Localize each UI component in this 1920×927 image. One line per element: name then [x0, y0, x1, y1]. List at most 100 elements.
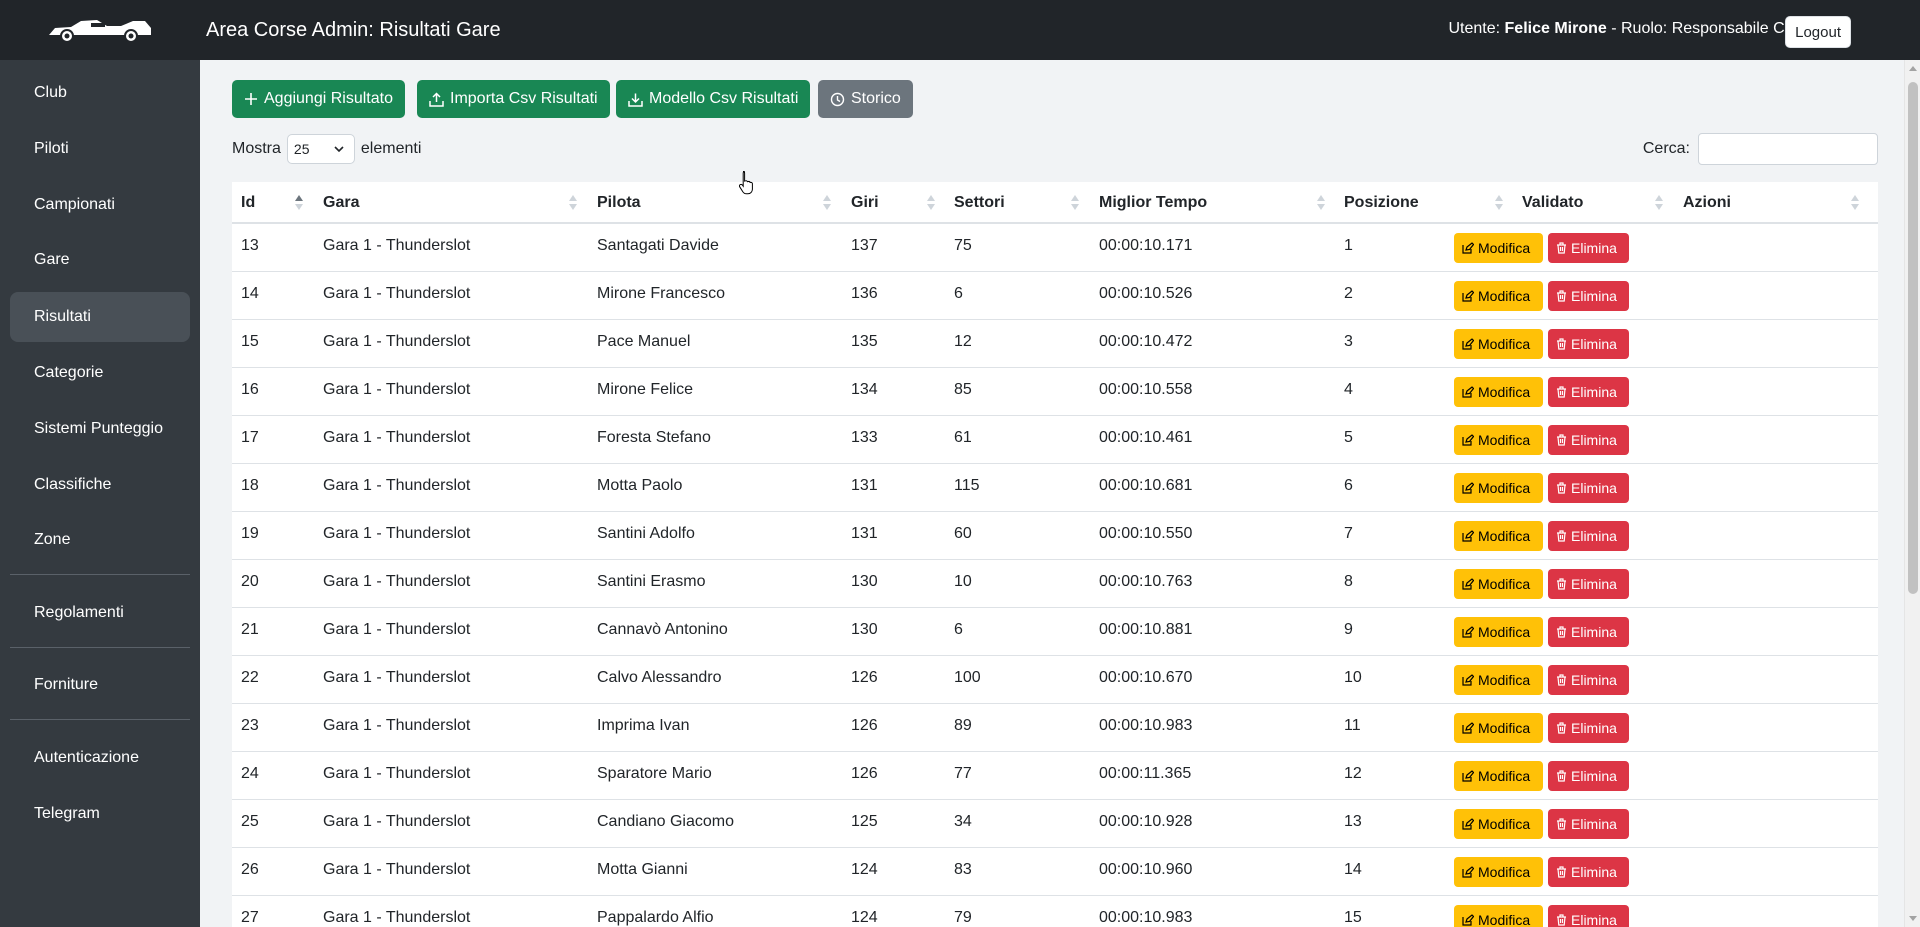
- logo[interactable]: [0, 0, 200, 60]
- edit-button[interactable]: Modifica: [1454, 233, 1543, 263]
- delete-button[interactable]: Elimina: [1548, 377, 1629, 407]
- edit-button[interactable]: Modifica: [1454, 281, 1543, 311]
- cell-miglior-tempo: 00:00:10.960: [1099, 861, 1193, 878]
- delete-button[interactable]: Elimina: [1548, 233, 1629, 263]
- delete-button[interactable]: Elimina: [1548, 329, 1629, 359]
- column-header-gara[interactable]: Gara: [323, 194, 360, 211]
- edit-button[interactable]: Modifica: [1454, 809, 1543, 839]
- cell-pilota: Santagati Davide: [597, 237, 719, 254]
- history-button[interactable]: Storico: [818, 80, 913, 118]
- cell-miglior-tempo: 00:00:10.763: [1099, 573, 1193, 590]
- column-header-miglior-tempo[interactable]: Miglior Tempo: [1099, 194, 1208, 211]
- cell-posizione: 6: [1344, 477, 1353, 494]
- cell-miglior-tempo: 00:00:10.558: [1099, 381, 1193, 398]
- trash-icon: [1557, 530, 1566, 542]
- column-header-giri[interactable]: Giri: [851, 194, 879, 211]
- delete-button[interactable]: Elimina: [1548, 473, 1629, 503]
- import-csv-button[interactable]: Importa Csv Risultati: [417, 80, 610, 118]
- cell-settori: 10: [954, 573, 972, 590]
- page-title: Area Corse Admin: Risultati Gare: [206, 18, 501, 41]
- delete-button[interactable]: Elimina: [1548, 857, 1629, 887]
- cell-pilota: Motta Gianni: [597, 861, 688, 878]
- cell-settori: 89: [954, 717, 972, 734]
- delete-label: Elimina: [1571, 336, 1617, 352]
- sidebar-item-club[interactable]: Club: [34, 84, 67, 101]
- edit-button[interactable]: Modifica: [1454, 377, 1543, 407]
- delete-button[interactable]: Elimina: [1548, 713, 1629, 743]
- sidebar-item-telegram[interactable]: Telegram: [34, 805, 100, 822]
- table-row: 20 Gara 1 - Thunderslot Santini Erasmo 130 1…: [232, 560, 1878, 608]
- edit-button[interactable]: Modifica: [1454, 473, 1543, 503]
- upload-icon: [429, 91, 444, 107]
- sidebar-item-zone[interactable]: Zone: [34, 531, 71, 548]
- delete-label: Elimina: [1571, 768, 1617, 784]
- edit-button[interactable]: Modifica: [1454, 665, 1543, 695]
- edit-button[interactable]: Modifica: [1454, 713, 1543, 743]
- delete-label: Elimina: [1571, 624, 1617, 640]
- edit-button[interactable]: Modifica: [1454, 857, 1543, 887]
- edit-label: Modifica: [1478, 576, 1531, 592]
- delete-button[interactable]: Elimina: [1548, 761, 1629, 791]
- delete-button[interactable]: Elimina: [1548, 281, 1629, 311]
- delete-button[interactable]: Elimina: [1548, 809, 1629, 839]
- scroll-thumb[interactable]: [1908, 82, 1918, 594]
- edit-button[interactable]: Modifica: [1454, 521, 1543, 551]
- sidebar-item-forniture[interactable]: Forniture: [34, 676, 99, 693]
- sidebar-item-categorie[interactable]: Categorie: [34, 364, 104, 381]
- edit-button[interactable]: Modifica: [1454, 425, 1543, 455]
- delete-button[interactable]: Elimina: [1548, 521, 1629, 551]
- page-length-value: 25: [293, 141, 310, 157]
- cell-posizione: 10: [1344, 669, 1362, 686]
- page-scrollbar[interactable]: [1904, 60, 1920, 927]
- cell-settori: 34: [954, 813, 972, 830]
- cell-giri: 126: [851, 669, 878, 686]
- sidebar-item-gare[interactable]: Gare: [34, 251, 70, 268]
- sidebar-item-classifiche[interactable]: Classifiche: [34, 476, 112, 493]
- delete-button[interactable]: Elimina: [1548, 905, 1629, 927]
- search-input[interactable]: [1698, 133, 1878, 165]
- column-header-pilota[interactable]: Pilota: [597, 194, 641, 211]
- edit-button[interactable]: Modifica: [1454, 905, 1543, 927]
- page-length-select[interactable]: 25: [286, 134, 355, 164]
- sidebar-item-sistemi-punteggio[interactable]: Sistemi Punteggio: [34, 420, 163, 437]
- column-header-azioni[interactable]: Azioni: [1683, 194, 1731, 211]
- edit-button[interactable]: Modifica: [1454, 761, 1543, 791]
- csv-template-button[interactable]: Modello Csv Risultati: [616, 80, 811, 118]
- plus-icon: [245, 93, 257, 105]
- cell-miglior-tempo: 00:00:10.983: [1099, 717, 1193, 734]
- pencil-square-icon: [1462, 866, 1474, 878]
- column-header-posizione[interactable]: Posizione: [1344, 194, 1419, 211]
- column-header-id[interactable]: Id: [241, 194, 256, 211]
- sidebar-item-campionati[interactable]: Campionati: [34, 196, 115, 213]
- cell-gara: Gara 1 - Thunderslot: [323, 765, 471, 782]
- cell-miglior-tempo: 00:00:10.550: [1099, 525, 1193, 542]
- cell-id: 17: [241, 429, 259, 446]
- delete-button[interactable]: Elimina: [1548, 617, 1629, 647]
- cell-giri: 136: [851, 285, 878, 302]
- edit-button[interactable]: Modifica: [1454, 569, 1543, 599]
- cell-gara: Gara 1 - Thunderslot: [323, 333, 471, 350]
- sidebar-item-autenticazione[interactable]: Autenticazione: [34, 749, 139, 766]
- delete-button[interactable]: Elimina: [1548, 425, 1629, 455]
- edit-label: Modifica: [1478, 864, 1531, 880]
- scroll-up-icon[interactable]: [1909, 66, 1917, 71]
- sidebar-item-risultati[interactable]: Risultati: [10, 292, 190, 342]
- download-icon: [628, 93, 643, 107]
- search-label: Cerca:: [1642, 140, 1690, 157]
- delete-button[interactable]: Elimina: [1548, 665, 1629, 695]
- column-header-validato[interactable]: Validato: [1522, 194, 1584, 211]
- sidebar-item-regolamenti[interactable]: Regolamenti: [34, 604, 124, 621]
- logout-button[interactable]: Logout: [1785, 16, 1851, 48]
- sort-icon: [1850, 194, 1860, 212]
- delete-label: Elimina: [1571, 480, 1617, 496]
- add-result-button[interactable]: Aggiungi Risultato: [232, 80, 405, 118]
- scroll-down-icon[interactable]: [1909, 916, 1917, 921]
- edit-button[interactable]: Modifica: [1454, 329, 1543, 359]
- trash-icon: [1557, 722, 1566, 734]
- sidebar-item-piloti[interactable]: Piloti: [34, 140, 69, 157]
- delete-button[interactable]: Elimina: [1548, 569, 1629, 599]
- column-header-settori[interactable]: Settori: [954, 194, 1005, 211]
- edit-button[interactable]: Modifica: [1454, 617, 1543, 647]
- edit-label: Modifica: [1478, 528, 1531, 544]
- cell-id: 23: [241, 717, 259, 734]
